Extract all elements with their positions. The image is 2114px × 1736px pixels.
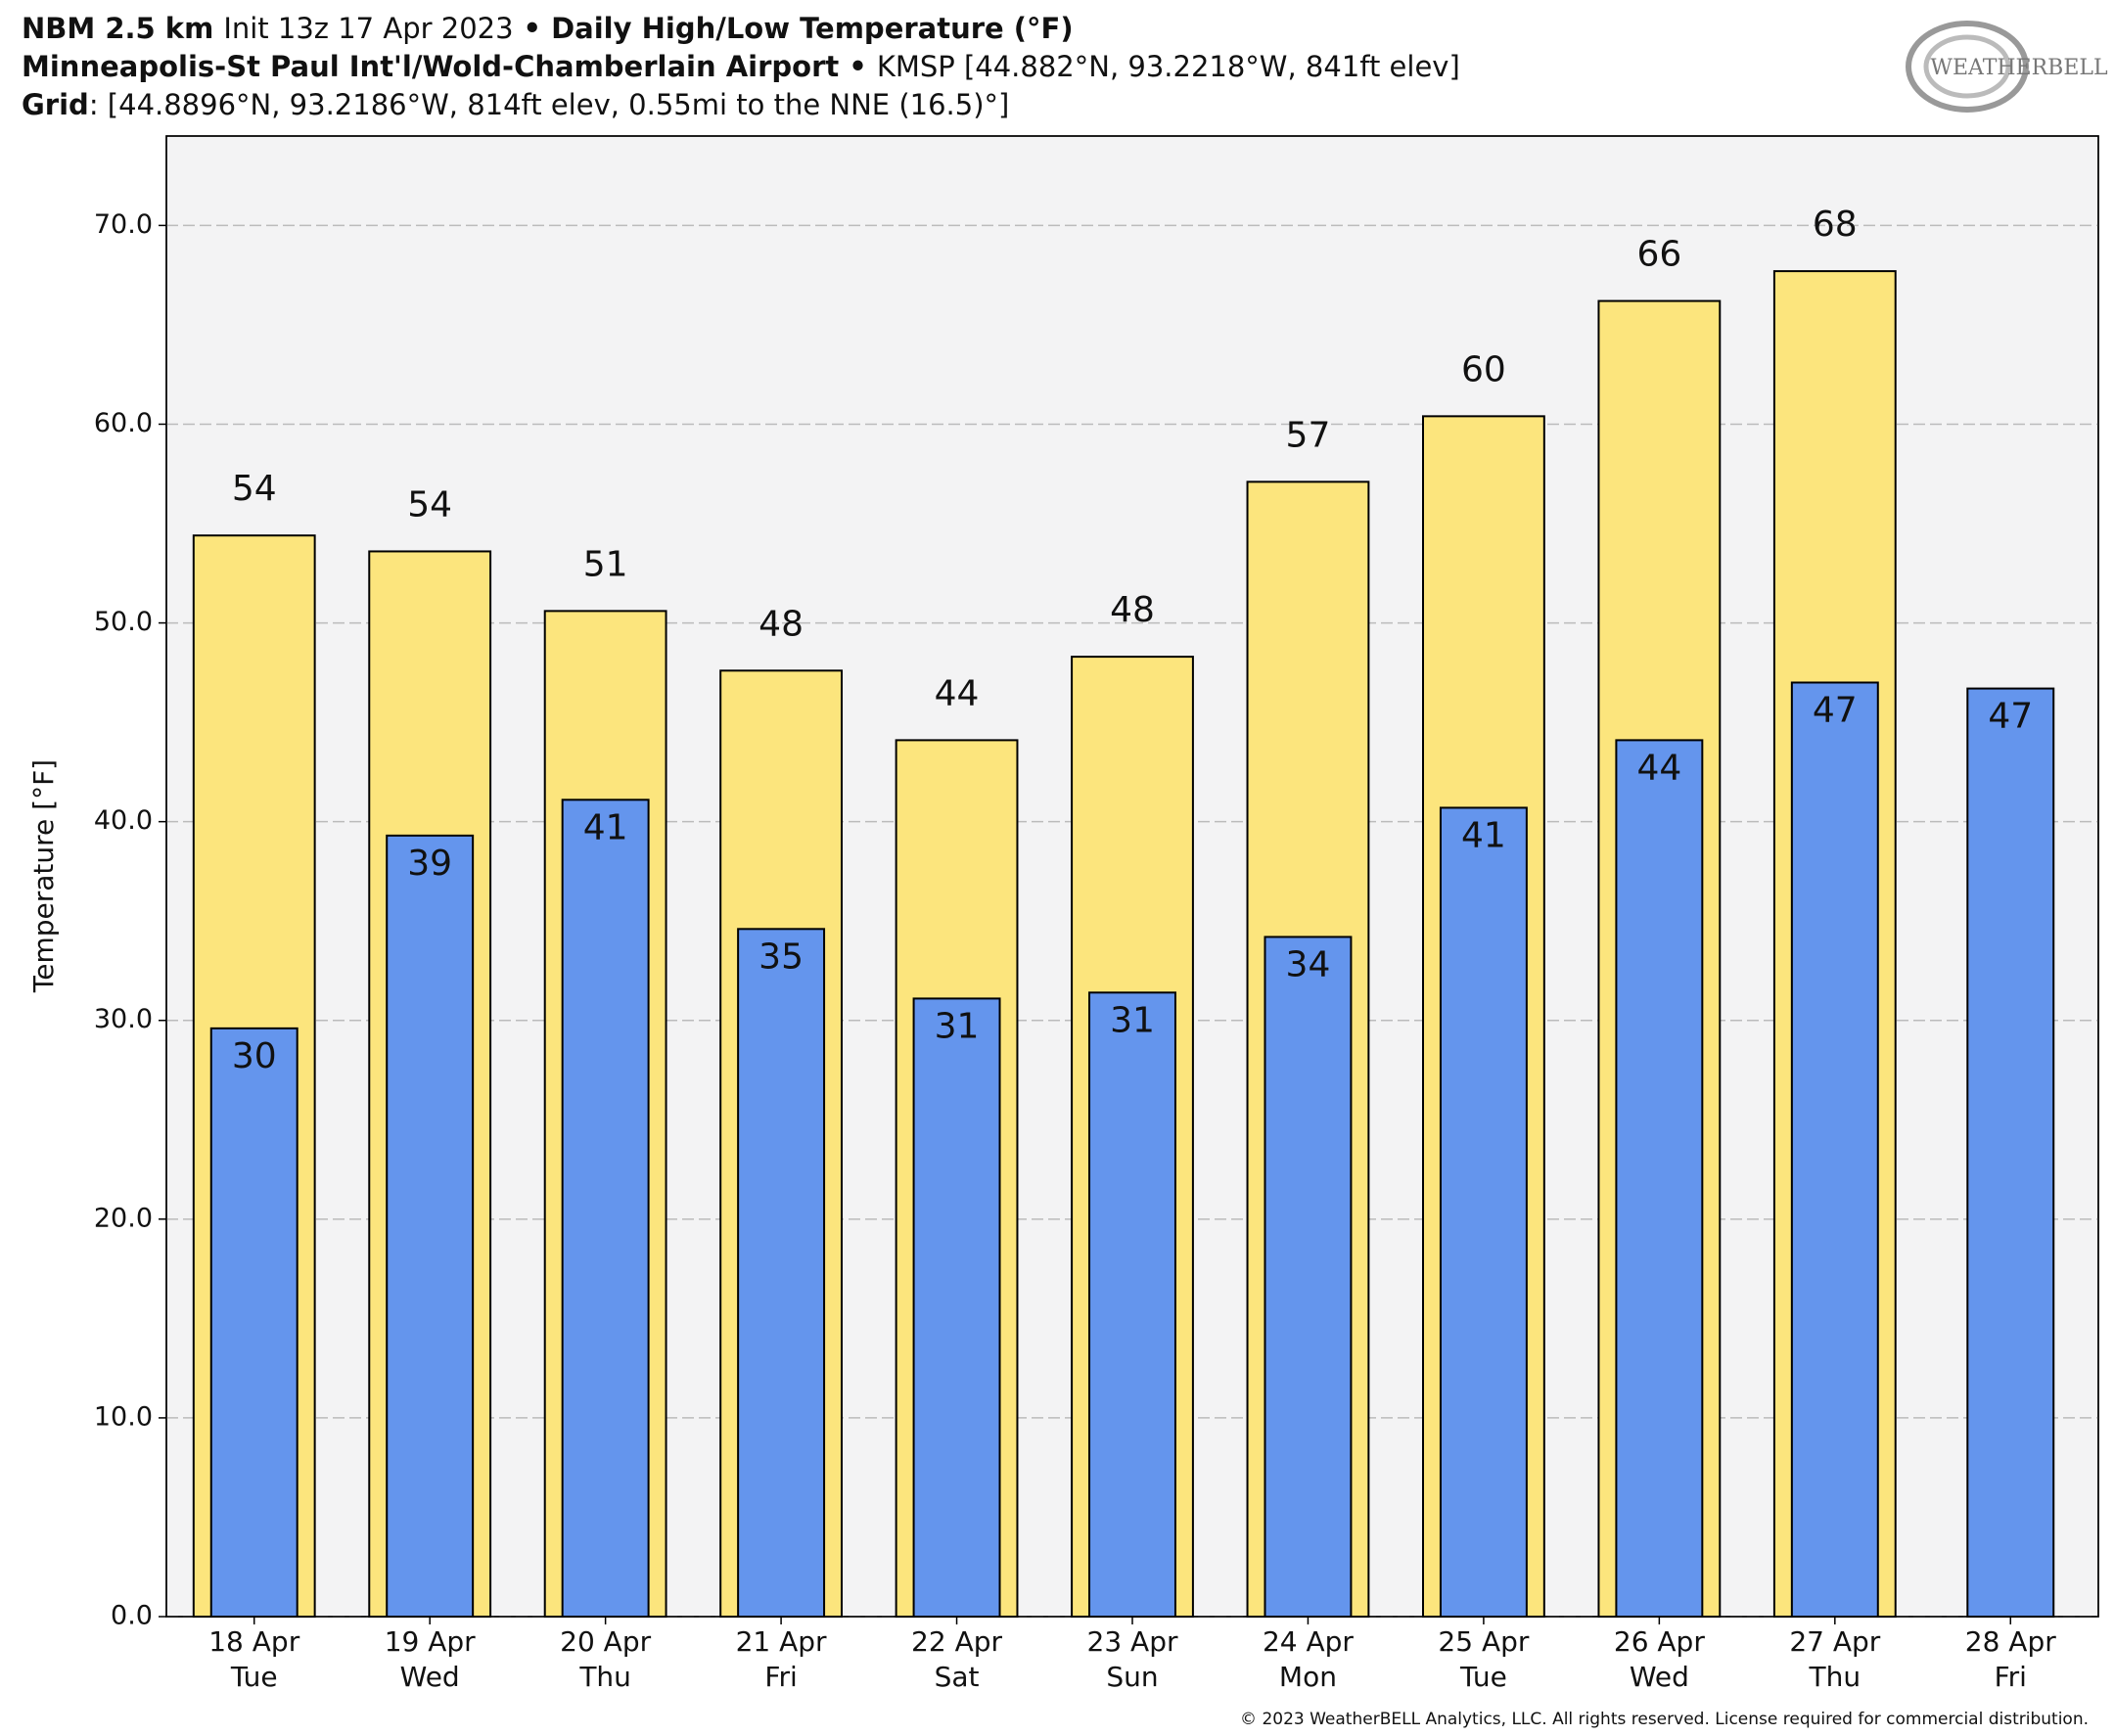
bar [209, 1027, 299, 1618]
header-text: KMSP [44.882°N, 93.2218°W, 841ft elev] [877, 50, 1460, 83]
data-label: 34 [1286, 944, 1331, 984]
y-axis-label: Temperature [°F] [27, 759, 60, 993]
data-label: 54 [407, 484, 452, 525]
x-tick-weekday: Thu [1809, 1661, 1861, 1693]
bar [1264, 936, 1353, 1618]
x-tick-label: 28 Apr [1965, 1625, 2056, 1658]
bar [1790, 681, 1879, 1618]
data-label: 60 [1461, 349, 1506, 389]
y-tick-label: 20.0 [94, 1203, 153, 1233]
x-tick-weekday: Sat [935, 1661, 980, 1693]
bar [1439, 806, 1528, 1618]
logo-text: WEATHERBELL [1930, 56, 2108, 80]
data-label: 68 [1813, 205, 1858, 245]
bar [1088, 991, 1176, 1618]
header-line: Minneapolis-St Paul Int'l/Wold-Chamberla… [22, 50, 1460, 83]
footer: © 2023 WeatherBELL Analytics, LLC. All r… [1240, 1710, 2089, 1729]
header-text: • [524, 12, 542, 45]
bar [561, 799, 650, 1618]
y-tick-label: 0.0 [111, 1601, 153, 1631]
bar [1966, 687, 2055, 1618]
x-tick-label: 21 Apr [736, 1625, 827, 1658]
x-tick-weekday: Tue [1459, 1661, 1507, 1693]
data-label: 44 [935, 673, 980, 713]
header-line: NBM 2.5 km Init 13z 17 Apr 2023 • Daily Hig… [22, 12, 1074, 45]
x-tick-label: 27 Apr [1789, 1625, 1880, 1658]
x-tick-label: 24 Apr [1263, 1625, 1354, 1658]
bar [737, 928, 826, 1618]
x-tick-label: 26 Apr [1614, 1625, 1705, 1658]
x-tick-weekday: Fri [1995, 1661, 2027, 1693]
header-text: Daily High/Low Temperature (°F) [551, 12, 1074, 45]
y-tick-label: 30.0 [94, 1004, 153, 1034]
data-label: 48 [758, 604, 804, 644]
data-label: 47 [1988, 697, 2033, 737]
header-text: • [849, 50, 867, 83]
data-label: 31 [935, 1006, 980, 1046]
header-text: Minneapolis-St Paul Int'l/Wold-Chamberla… [22, 50, 839, 83]
x-tick-weekday: Wed [400, 1661, 460, 1693]
data-label: 54 [232, 469, 277, 509]
y-tick-label: 60.0 [94, 408, 153, 438]
x-tick-weekday: Fri [764, 1661, 797, 1693]
data-label: 57 [1286, 415, 1331, 455]
header-text: Grid [22, 88, 89, 121]
header-line: Grid: [44.8896°N, 93.2186°W, 814ft elev,… [22, 88, 1009, 121]
x-tick-label: 18 Apr [208, 1625, 299, 1658]
plot-area [165, 135, 2099, 1618]
y-tick-label: 50.0 [94, 607, 153, 637]
x-tick-label: 22 Apr [911, 1625, 1002, 1658]
x-tick-label: 23 Apr [1087, 1625, 1178, 1658]
logo: WEATHERBELL [1906, 21, 2108, 113]
data-label: 31 [1110, 1000, 1155, 1040]
data-label: 30 [232, 1036, 277, 1076]
data-label: 41 [583, 807, 628, 847]
x-tick-weekday: Wed [1630, 1661, 1689, 1693]
x-tick-weekday: Tue [230, 1661, 278, 1693]
x-tick-weekday: Sun [1106, 1661, 1158, 1693]
data-label: 44 [1636, 748, 1681, 788]
bar [1615, 739, 1704, 1618]
x-tick-label: 20 Apr [560, 1625, 651, 1658]
data-label: 66 [1636, 235, 1681, 275]
x-tick-weekday: Thu [578, 1661, 631, 1693]
data-label: 41 [1461, 815, 1506, 855]
data-label: 48 [1110, 590, 1155, 630]
header-text: NBM 2.5 km [22, 12, 213, 45]
data-label: 51 [583, 544, 628, 584]
header-text: Init 13z 17 Apr 2023 [223, 12, 513, 45]
header-text: : [44.8896°N, 93.2186°W, 814ft elev, 0.5… [89, 88, 1010, 121]
data-label: 39 [407, 844, 452, 884]
y-tick-label: 40.0 [94, 805, 153, 836]
y-tick-label: 70.0 [94, 209, 153, 240]
bar [386, 834, 475, 1618]
x-tick-label: 19 Apr [385, 1625, 476, 1658]
bar [912, 997, 1001, 1618]
x-tick-weekday: Mon [1279, 1661, 1337, 1693]
y-tick-label: 10.0 [94, 1401, 153, 1432]
x-tick-label: 25 Apr [1438, 1625, 1529, 1658]
data-label: 35 [758, 937, 804, 977]
data-label: 47 [1813, 690, 1858, 730]
